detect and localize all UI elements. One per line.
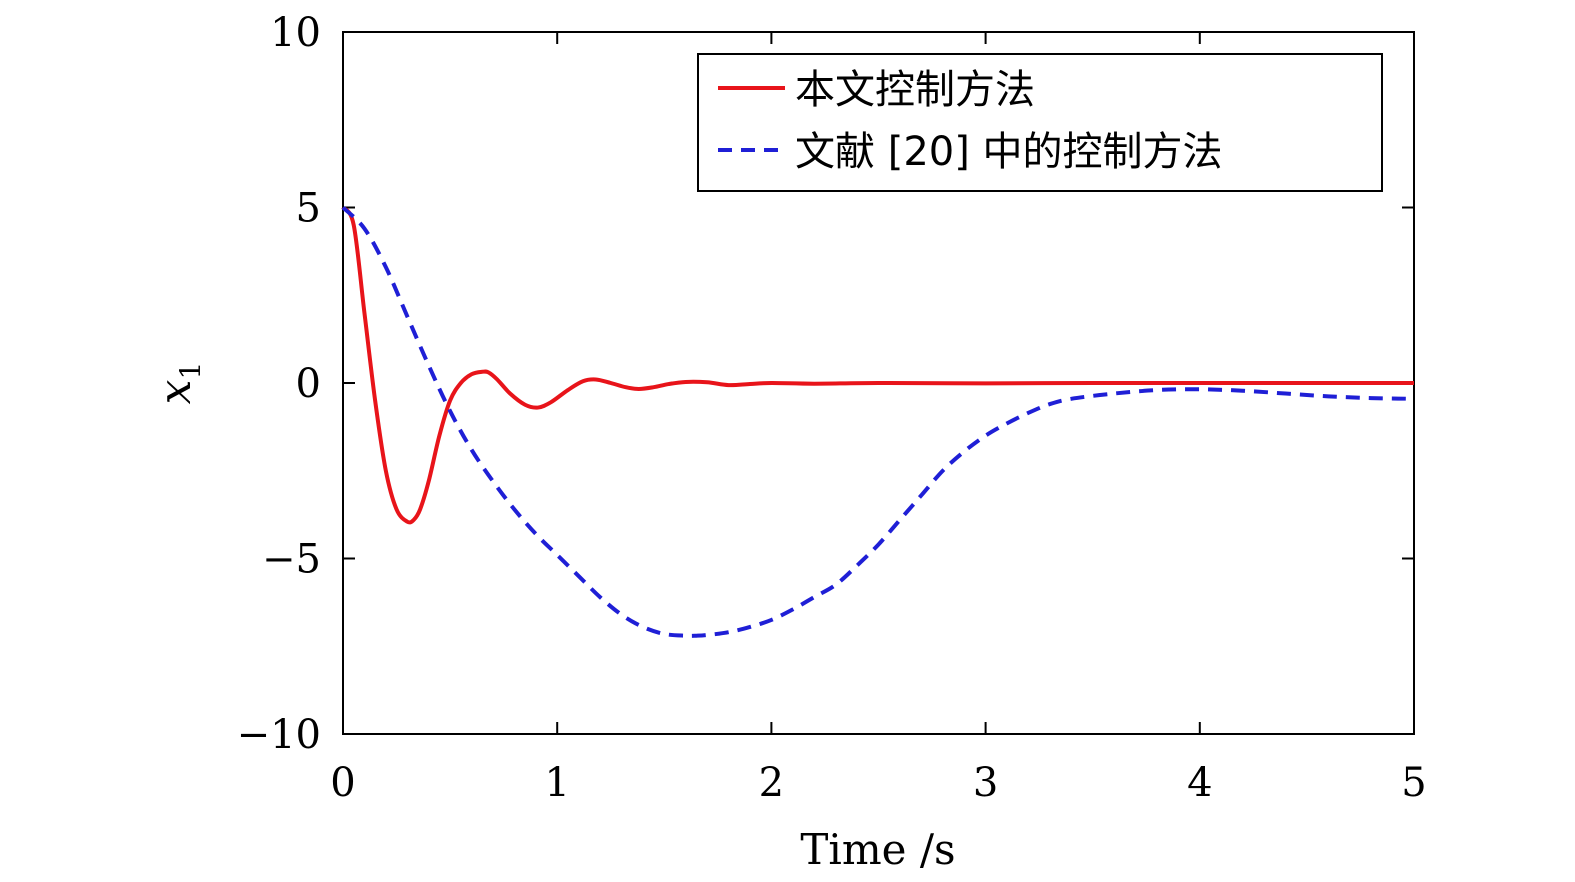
y-tick-label: 5	[296, 186, 321, 232]
legend-box	[697, 53, 1383, 192]
x-tick-label: 4	[1187, 760, 1212, 806]
x-tick-label: 3	[973, 760, 998, 806]
y-tick-label: 0	[296, 361, 321, 407]
x-tick-label: 5	[1401, 760, 1426, 806]
series-lines	[341, 206, 1415, 638]
legend-label-series-1: 本文控制方法	[795, 67, 1035, 113]
series-line-1	[341, 206, 1414, 525]
x-tick-label: 0	[330, 760, 355, 806]
y-tick-label: −5	[262, 537, 321, 583]
x-tick-label: 1	[544, 760, 569, 806]
y-axis-label: x1	[150, 362, 207, 405]
tick-labels: 0 1 2 3 4 5 −10 −5 0 5 10	[237, 10, 1427, 806]
legend-label-series-2: 文献 [20] 中的控制方法	[795, 129, 1223, 175]
y-tick-label: −10	[237, 712, 321, 758]
series-line-2	[341, 206, 1415, 638]
x-axis-label: Time /s	[800, 825, 955, 874]
x-tick-label: 2	[759, 760, 784, 806]
legend: 本文控制方法 文献 [20] 中的控制方法	[697, 53, 1383, 192]
y-tick-label: 10	[270, 10, 321, 56]
